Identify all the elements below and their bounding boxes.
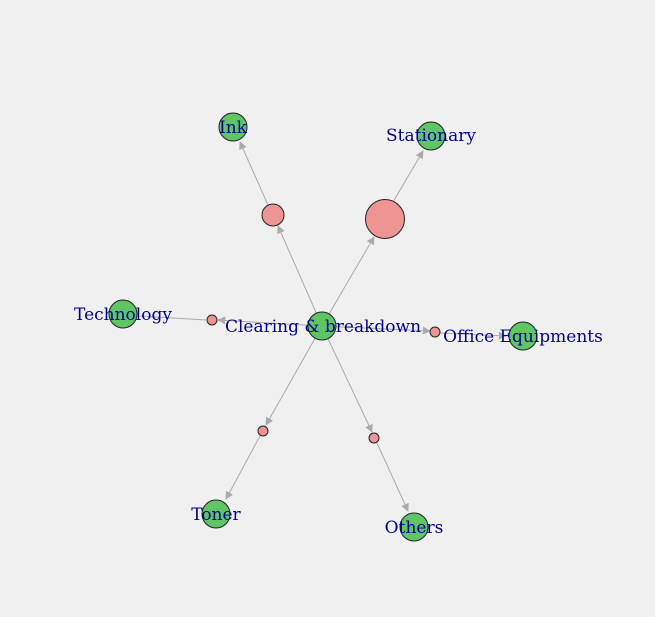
- edge-rule-to-others: [376, 442, 409, 512]
- rule-node-toner: [257, 425, 269, 437]
- edge-rule-to-office: [439, 331, 507, 340]
- node-labels: Clearing & breakdown Ink Stationary Tech…: [74, 118, 603, 538]
- node-office-equipments: [508, 321, 538, 351]
- edge-rule-to-stationary: [392, 150, 424, 203]
- edge-center-to-rule-toner: [265, 325, 323, 426]
- label-stationary: Stationary: [386, 126, 476, 146]
- label-clearing-breakdown: Clearing & breakdown: [225, 317, 421, 337]
- rule-node-others: [368, 432, 380, 444]
- edge-center-to-rule-stationary: [321, 236, 375, 327]
- edge-center-to-rule-ink: [277, 225, 323, 327]
- item-nodes: [108, 112, 538, 542]
- edges: [139, 141, 507, 512]
- edge-rule-to-ink: [239, 141, 269, 206]
- rule-node-technology: [206, 314, 218, 326]
- edge-rule-to-technology: [139, 315, 207, 321]
- edge-rule-to-toner: [225, 435, 261, 500]
- edge-center-to-rule-others: [321, 325, 373, 433]
- node-stationary: [416, 121, 446, 151]
- label-toner: Toner: [191, 505, 241, 525]
- edge-center-to-rule-office: [321, 325, 431, 335]
- label-others: Others: [385, 518, 444, 538]
- node-toner: [201, 499, 231, 529]
- node-ink: [218, 112, 248, 142]
- label-ink: Ink: [219, 118, 248, 138]
- node-others: [399, 512, 429, 542]
- rule-node-office: [429, 326, 441, 338]
- label-technology: Technology: [74, 305, 172, 325]
- node-clearing-breakdown: [307, 311, 337, 341]
- rule-nodes: [206, 199, 441, 444]
- node-technology: [108, 299, 138, 329]
- label-office-equipments: Office Equipments: [443, 327, 603, 347]
- rule-node-stationary: [365, 199, 405, 239]
- rule-node-ink: [261, 203, 285, 227]
- edge-center-to-rule-technology: [217, 316, 323, 327]
